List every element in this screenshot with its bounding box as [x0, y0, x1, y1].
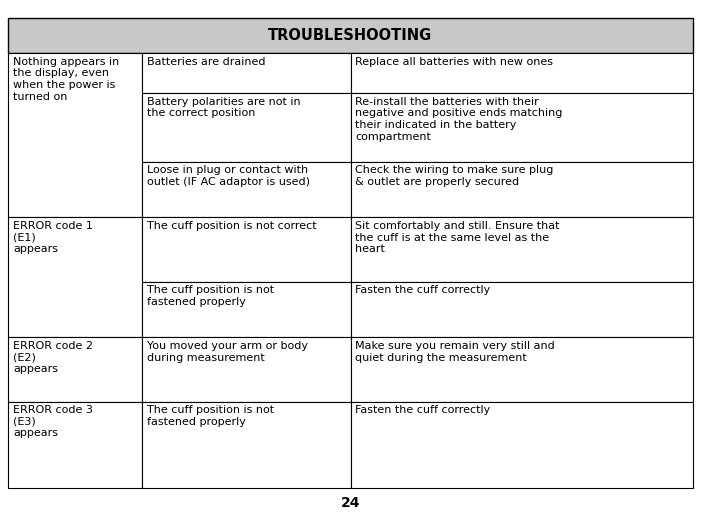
Text: The cuff position is not
fastened properly: The cuff position is not fastened proper… [147, 405, 274, 427]
Bar [142, 337, 350, 401]
Bar [8, 401, 142, 488]
Bar [142, 217, 350, 282]
Text: Fasten the cuff correctly: Fasten the cuff correctly [355, 405, 491, 415]
Bar [142, 93, 350, 162]
Bar [350, 337, 693, 401]
Bar [142, 53, 350, 93]
Bar [8, 337, 142, 401]
Bar [8, 217, 142, 337]
Bar [350, 162, 693, 217]
Bar [350, 217, 693, 282]
Bar [350, 401, 693, 488]
Bar [350, 53, 693, 93]
Text: TROUBLESHOOTING: TROUBLESHOOTING [268, 28, 433, 43]
Text: Battery polarities are not in
the correct position: Battery polarities are not in the correc… [147, 96, 300, 118]
Text: The cuff position is not correct: The cuff position is not correct [147, 221, 316, 231]
Bar [8, 18, 693, 53]
Text: ERROR code 3
(E3)
appears: ERROR code 3 (E3) appears [13, 405, 93, 439]
Text: The cuff position is not
fastened properly: The cuff position is not fastened proper… [147, 285, 274, 307]
Bar [142, 162, 350, 217]
Text: ERROR code 1
(E1)
appears: ERROR code 1 (E1) appears [13, 221, 93, 254]
Text: You moved your arm or body
during measurement: You moved your arm or body during measur… [147, 341, 308, 363]
Text: Make sure you remain very still and
quiet during the measurement: Make sure you remain very still and quie… [355, 341, 555, 363]
Bar [8, 53, 142, 217]
Text: Fasten the cuff correctly: Fasten the cuff correctly [355, 285, 491, 295]
Bar [350, 93, 693, 162]
Text: Loose in plug or contact with
outlet (IF AC adaptor is used): Loose in plug or contact with outlet (IF… [147, 165, 310, 187]
Text: Re-install the batteries with their
negative and positive ends matching
their in: Re-install the batteries with their nega… [355, 96, 563, 141]
Text: Batteries are drained: Batteries are drained [147, 57, 265, 67]
Text: ERROR code 2
(E2)
appears: ERROR code 2 (E2) appears [13, 341, 93, 374]
Bar [350, 282, 693, 337]
Bar [142, 282, 350, 337]
Text: Sit comfortably and still. Ensure that
the cuff is at the same level as the
hear: Sit comfortably and still. Ensure that t… [355, 221, 560, 254]
Text: Nothing appears in
the display, even
when the power is
turned on: Nothing appears in the display, even whe… [13, 57, 120, 102]
Text: 24: 24 [341, 496, 360, 510]
Text: Check the wiring to make sure plug
& outlet are properly secured: Check the wiring to make sure plug & out… [355, 165, 554, 187]
Text: Replace all batteries with new ones: Replace all batteries with new ones [355, 57, 553, 67]
Bar [142, 401, 350, 488]
